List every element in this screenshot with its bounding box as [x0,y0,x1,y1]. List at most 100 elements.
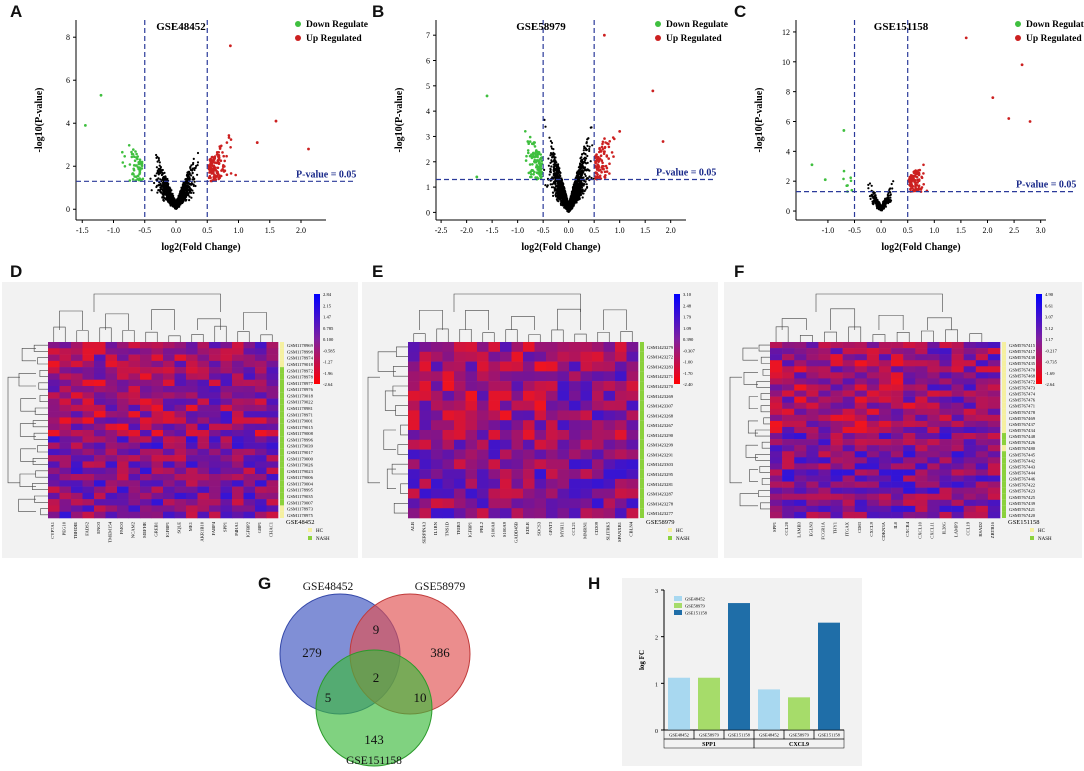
row-label: GSM1179006 [287,475,314,480]
dendrogram-branch [40,370,48,376]
heatmap-cell [186,461,198,468]
heatmap-cell [489,450,501,460]
heatmap-cell [60,405,72,412]
heatmap-cell [198,355,210,362]
heatmap-cell [140,468,152,475]
up-point [597,157,600,160]
heatmap-cell [221,455,233,462]
heatmap-cell [477,420,489,430]
heatmap-cell [615,450,627,460]
dendrogram-branch [387,469,396,489]
heatmap-cell [48,405,60,412]
heatmap-cell [604,391,616,401]
heatmap-cell [71,411,83,418]
heatmap-cell [94,411,106,418]
heatmap-cell [209,373,221,380]
heatmap-cell [523,352,535,362]
heatmap-cell [175,468,187,475]
heatmap-cell [466,469,478,479]
heatmap-cell [163,449,175,456]
heatmap-cell [454,430,466,440]
ns-point [576,180,578,182]
down-point [137,166,140,169]
heatmap-cell [152,342,164,349]
up-point [608,162,611,165]
group-annotation [280,399,284,405]
heatmap-cell [209,430,221,437]
up-point [914,186,917,189]
ns-point [159,178,161,180]
up-point [913,171,916,174]
heatmap-cell [443,469,455,479]
x-tick-label: -1.5 [76,226,89,235]
heatmap-cell [267,392,279,399]
y-tick-label: 3 [426,132,430,141]
legend-down-marker [655,21,661,27]
ns-point [187,183,189,185]
heatmap-cell [106,355,118,362]
heatmap-cell [512,430,524,440]
up-point [208,176,211,179]
heatmap-cell [71,512,83,519]
up-point [218,162,221,165]
ns-point [559,191,561,193]
heatmap-cell [255,430,267,437]
heatmap-cell [60,342,72,349]
heatmap-cell [186,411,198,418]
heatmap-cell [83,443,95,450]
heatmap-cell [71,480,83,487]
heatmap-cell [152,430,164,437]
heatmap-cell [443,450,455,460]
heatmap-cell [140,505,152,512]
heatmap-cell [569,489,581,499]
heatmap-cell [431,450,443,460]
heatmap-cell [244,386,256,393]
heatmap-cell [535,450,547,460]
heatmap-cell [94,405,106,412]
group-annotation [280,392,284,398]
heatmap-cell [477,381,489,391]
heatmap-cell [175,493,187,500]
heatmap-cell [140,361,152,368]
up-point [606,167,609,170]
heatmap-cell [186,386,198,393]
heatmap-cell [163,399,175,406]
down-point [849,176,852,179]
up-point [608,146,611,149]
group-annotation [280,380,284,386]
heatmap-cell [140,392,152,399]
heatmap-cell [627,401,639,411]
heatmap-cell [186,443,198,450]
heatmap-cell [175,430,187,437]
heatmap-cell [117,380,129,387]
heatmap-cell [604,450,616,460]
heatmap-cell [83,468,95,475]
ns-point [163,197,165,199]
heatmap-cell [267,373,279,380]
heatmap-cell [535,430,547,440]
color-scale-label: 0.100 [323,337,334,342]
heatmap-cell [129,449,141,456]
heatmap-cell [267,355,279,362]
ns-point [194,167,196,169]
heatmap-cell [129,480,141,487]
heatmap-cell [186,455,198,462]
heatmap-cell [94,480,106,487]
ns-point [155,154,157,156]
dendrogram-branch [558,309,581,330]
ns-point [573,192,575,194]
heatmap-cell [152,480,164,487]
heatmap-cell [175,392,187,399]
up-point [223,160,226,163]
column-label: FMO3 [119,521,124,534]
heatmap-cell [163,392,175,399]
down-point [532,143,535,146]
ns-point [588,176,590,178]
heatmap-cell [615,430,627,440]
heatmap-cell [615,381,627,391]
heatmap-cell [71,348,83,355]
ns-point [892,180,894,182]
heatmap-cell [117,342,129,349]
heatmap-cell [94,386,106,393]
heatmap-cell [489,381,501,391]
